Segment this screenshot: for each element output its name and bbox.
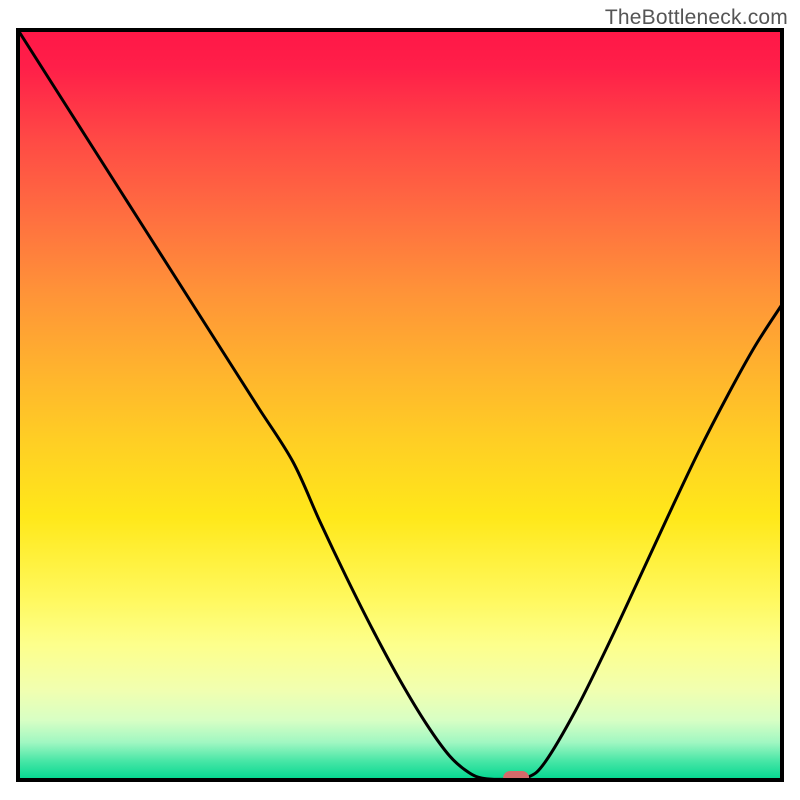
gradient-background: [18, 30, 782, 780]
bottleneck-chart: [0, 0, 800, 800]
watermark-text: TheBottleneck.com: [605, 6, 788, 30]
